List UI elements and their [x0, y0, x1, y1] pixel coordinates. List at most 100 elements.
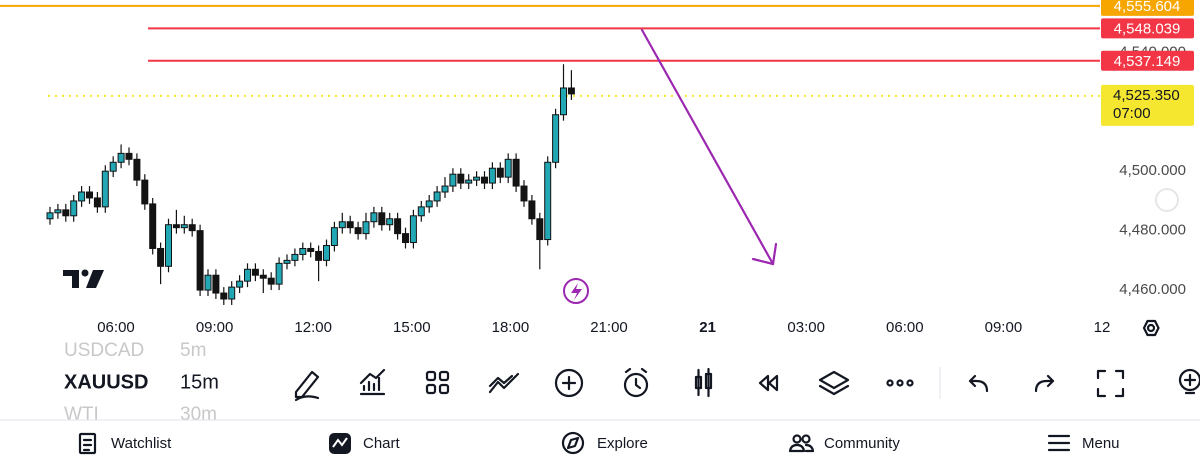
alert[interactable]: [623, 367, 649, 398]
more[interactable]: [886, 379, 914, 387]
menu-icon[interactable]: [1047, 434, 1071, 452]
symbol-next[interactable]: WTI: [64, 404, 99, 425]
candle-body: [141, 179, 149, 205]
x-tick-label: 06:00: [97, 319, 135, 336]
x-tick-label: 12:00: [294, 319, 332, 336]
replay[interactable]: [758, 374, 779, 392]
event-icon[interactable]: [563, 278, 589, 304]
candle-body: [86, 191, 93, 199]
add-symbol[interactable]: [554, 368, 584, 398]
current-price-bg: [1101, 84, 1194, 126]
candle-body: [180, 224, 188, 229]
candle-body: [370, 212, 378, 223]
candle-body: [196, 230, 204, 291]
compare[interactable]: [488, 372, 520, 394]
current-price-label: 4,525.350: [1113, 87, 1180, 104]
interval[interactable]: 15m: [180, 371, 219, 393]
candle-body: [449, 173, 457, 187]
x-tick-label: 15:00: [393, 319, 431, 336]
candle-body: [117, 152, 125, 163]
candle-body: [512, 158, 520, 187]
candle-body: [394, 218, 402, 235]
nav-explore[interactable]: Explore: [597, 435, 648, 452]
candle-body: [409, 215, 417, 244]
explore-icon[interactable]: [561, 431, 585, 455]
x-tick-label: 06:00: [886, 319, 924, 336]
candle-body: [109, 161, 117, 172]
y-tick-label: 4,500.000: [1119, 162, 1186, 179]
candle-body: [386, 218, 394, 226]
price-label: 4,555.604: [1114, 0, 1181, 15]
x-tick-label: 21: [699, 319, 716, 336]
toolbar-bg: [0, 345, 1200, 420]
candle-body: [133, 158, 141, 181]
symbol-prev[interactable]: USDCAD: [64, 340, 144, 361]
price-label-bg: [1101, 18, 1194, 39]
interval-prev[interactable]: 5m: [180, 340, 206, 361]
scroll-button[interactable]: [1155, 188, 1179, 212]
draw-tool[interactable]: [294, 370, 320, 402]
candle-body: [481, 176, 488, 184]
candle-body: [62, 209, 70, 217]
indicators[interactable]: [359, 368, 386, 396]
candle-body: [560, 87, 567, 116]
nav-menu[interactable]: Menu: [1082, 435, 1120, 452]
candle-body: [212, 274, 220, 294]
candle-body: [378, 212, 386, 226]
layouts[interactable]: [425, 370, 450, 395]
candle-body: [323, 245, 330, 261]
objects[interactable]: [818, 370, 850, 396]
candle-body: [283, 259, 291, 264]
x-tick-label: 12: [1094, 319, 1111, 336]
symbol[interactable]: XAUUSD: [64, 371, 148, 393]
candle-body: [149, 203, 157, 249]
nav-watchlist[interactable]: Watchlist: [111, 435, 172, 452]
price-label-bg: [1101, 50, 1194, 71]
chart-type[interactable]: [694, 367, 713, 398]
settings-icon[interactable]: [1142, 319, 1160, 337]
countdown-label: 07:00: [1113, 105, 1151, 122]
candle-body: [465, 179, 473, 184]
tv-logo: [63, 269, 104, 288]
price-label: 4,548.039: [1114, 20, 1181, 37]
community-icon[interactable]: [788, 434, 815, 453]
ideas[interactable]: [1178, 368, 1200, 395]
y-tick-label: 4,480.000: [1119, 222, 1186, 239]
candle-body: [425, 200, 433, 208]
watchlist-icon[interactable]: [78, 432, 97, 455]
undo[interactable]: [968, 374, 989, 393]
nav-community[interactable]: Community: [824, 435, 900, 452]
interval-next[interactable]: 30m: [180, 404, 217, 425]
candle-body: [338, 221, 346, 229]
candle-body: [330, 227, 338, 247]
price-label-bg: [1101, 0, 1194, 16]
candle-body: [473, 176, 481, 181]
chart-icon[interactable]: [329, 433, 351, 454]
candle-body: [54, 209, 62, 214]
candle-body: [259, 274, 267, 279]
candle-body: [188, 224, 196, 232]
nav-chart[interactable]: Chart: [363, 435, 401, 452]
candle-body: [417, 206, 425, 217]
candle-body: [567, 87, 575, 95]
candle-body: [275, 262, 283, 285]
candle-body: [528, 200, 536, 220]
x-tick-label: 09:00: [985, 319, 1023, 336]
candle-body: [70, 200, 78, 217]
candle-body: [244, 268, 251, 282]
candle-body: [172, 224, 180, 229]
candle-body: [251, 268, 259, 276]
candle-body: [93, 197, 101, 208]
candle-body: [362, 221, 370, 235]
redo[interactable]: [1034, 374, 1055, 393]
candle-body: [101, 170, 109, 208]
candle-body: [204, 274, 212, 291]
candle-body: [46, 212, 54, 220]
candle-body: [125, 152, 133, 160]
price-label: 4,537.149: [1114, 53, 1181, 70]
drawing-arrow[interactable]: [640, 28, 778, 266]
candle-body: [307, 247, 315, 252]
candle-body: [346, 221, 354, 229]
fullscreen[interactable]: [1096, 369, 1125, 398]
